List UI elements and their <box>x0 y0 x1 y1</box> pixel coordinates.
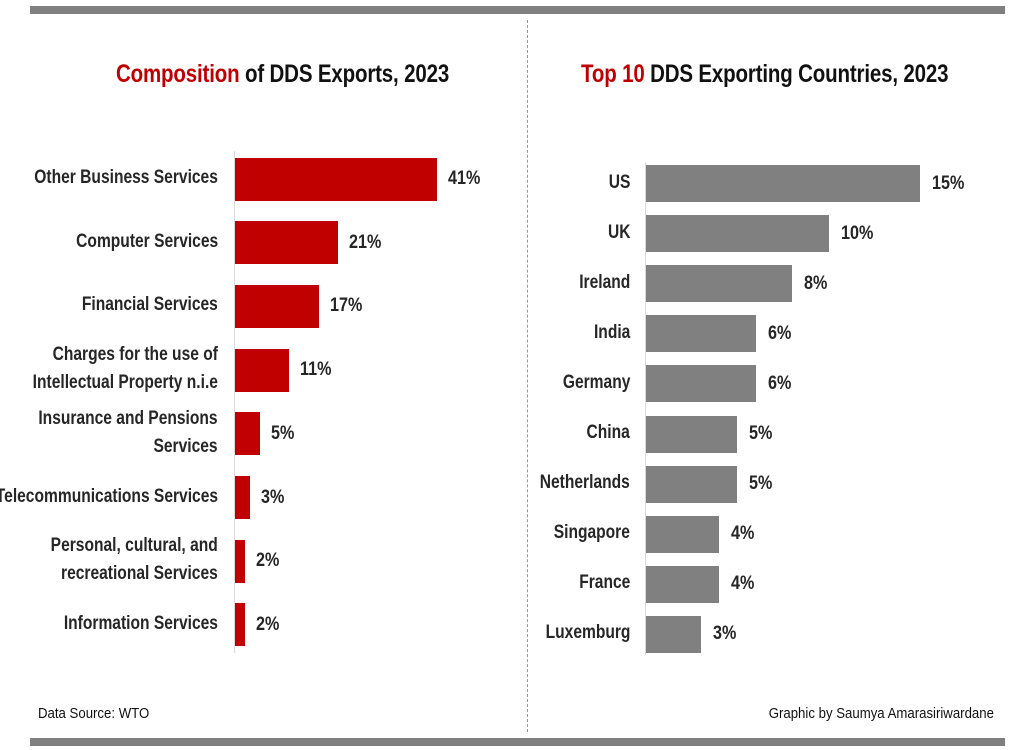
data-label: 21% <box>349 231 382 253</box>
category-label: China <box>587 419 630 447</box>
category-label-line: China <box>586 422 630 443</box>
category-label: Personal, cultural, and recreational Serv… <box>51 532 218 588</box>
category-label-line: Intellectual Property n.i.e <box>32 372 218 394</box>
category-label: France <box>579 569 630 597</box>
category-label: Germany <box>562 369 630 397</box>
category-label-line: Telecommunications Services <box>0 485 218 507</box>
category-label-line: Ireland <box>578 271 630 293</box>
bar <box>646 515 720 553</box>
category-label-line: Charges for the use of <box>52 344 219 366</box>
data-label: 8% <box>804 272 828 294</box>
bar <box>235 603 245 647</box>
bar <box>235 348 290 392</box>
data-label: 6% <box>767 372 791 394</box>
bar <box>646 615 701 653</box>
bar <box>646 465 738 503</box>
composition-chart: 41% Other Business Services 21% Computer Se… <box>0 151 481 653</box>
data-source: Data Source: WTO <box>38 705 150 722</box>
category-label-line: Personal, cultural, and <box>50 535 218 557</box>
category-label: Charges for the use of Intellectual Prope… <box>33 341 218 397</box>
category-label: Netherlands <box>540 469 630 497</box>
data-label: 6% <box>767 322 791 344</box>
bar <box>646 215 829 253</box>
graphic-credit: Graphic by Saumya Amarasiriwardane <box>768 705 994 722</box>
category-label-line: Netherlands <box>539 472 630 494</box>
data-label: 4% <box>731 523 755 545</box>
category-label-line: recreational Services <box>61 563 218 585</box>
left-title-rest: of DDS Exports, 2023 <box>239 60 450 88</box>
category-label-line: Financial Services <box>82 294 218 316</box>
axis-line <box>234 151 235 653</box>
bar <box>235 539 245 583</box>
category-label: Computer Services <box>76 228 218 256</box>
category-label: Singapore <box>554 519 630 547</box>
category-label: Luxemburg <box>545 619 630 647</box>
category-label: Financial Services <box>82 291 218 319</box>
bottom-rule <box>30 738 1005 746</box>
category-label: Insurance and Pensions Services <box>39 405 218 461</box>
category-label: Telecommunications Services <box>0 483 218 511</box>
data-label: 17% <box>329 295 363 317</box>
category-label: Other Business Services <box>34 164 218 192</box>
category-label-line: Insurance and Pensions <box>38 407 218 429</box>
data-label: 10% <box>840 222 873 244</box>
bar <box>646 365 756 403</box>
category-label: Ireland <box>579 269 630 297</box>
category-label-line: Luxemburg <box>545 622 630 644</box>
bar <box>235 476 250 519</box>
bar <box>235 284 319 328</box>
data-label: 2% <box>255 550 280 572</box>
data-label: 3% <box>260 486 285 508</box>
category-label-line: UK <box>607 221 630 243</box>
bar <box>646 315 756 353</box>
category-label-line: France <box>578 572 630 594</box>
data-label: 11% <box>300 359 332 381</box>
data-label: 5% <box>749 473 773 495</box>
data-label: 2% <box>255 613 280 635</box>
bar <box>235 412 260 456</box>
category-label-line: Services <box>153 435 218 457</box>
category-label: US <box>608 169 630 197</box>
right-title-rest: DDS Exporting Countries, 2023 <box>644 60 949 88</box>
data-label: 4% <box>731 573 755 595</box>
data-label: 15% <box>932 172 965 194</box>
axis-line <box>645 162 646 656</box>
category-label: Information Services <box>64 610 218 638</box>
left-title-accent: Composition <box>116 60 240 88</box>
category-label-line: India <box>593 321 630 343</box>
data-label: 5% <box>749 423 773 444</box>
category-label-line: Singapore <box>553 522 630 544</box>
panel-divider <box>527 20 528 732</box>
category-label-line: Other Business Services <box>34 167 218 188</box>
top-rule <box>30 6 1005 14</box>
data-label: 41% <box>448 168 481 189</box>
bar <box>646 265 793 303</box>
left-chart-title: Composition of DDS Exports, 2023 <box>116 60 449 89</box>
data-label: 3% <box>712 623 737 645</box>
category-label-line: Information Services <box>63 612 218 634</box>
bar <box>646 415 738 453</box>
countries-chart: 15% US 10% UK 8% Ireland 6% India 6% Germany 5% Chi… <box>528 0 1024 750</box>
right-title-accent: Top 10 <box>581 60 645 88</box>
category-label-line: US <box>608 171 630 193</box>
bar <box>235 221 339 265</box>
bar <box>646 165 920 202</box>
category-label-line: Germany <box>562 371 630 393</box>
right-chart-title: Top 10 DDS Exporting Countries, 2023 <box>581 60 949 89</box>
bar <box>646 565 720 603</box>
bar <box>235 157 437 201</box>
data-label: 5% <box>270 422 294 444</box>
category-label-line: Computer Services <box>75 230 218 252</box>
category-label: UK <box>607 219 630 247</box>
category-label: India <box>594 319 630 347</box>
